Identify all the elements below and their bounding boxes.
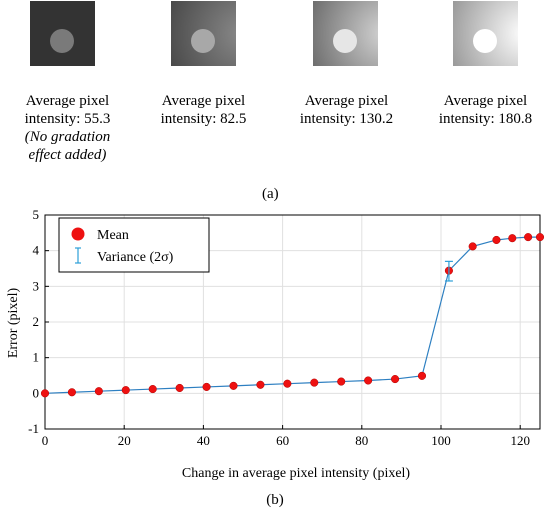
x-tick-label: 80 bbox=[355, 433, 368, 448]
mean-point bbox=[148, 385, 157, 394]
caption-1-note1: (No gradation bbox=[24, 129, 111, 145]
caption-2-line1: Average pixel bbox=[161, 93, 246, 109]
x-tick-label: 60 bbox=[276, 433, 289, 448]
mean-point bbox=[535, 233, 545, 242]
mean-point bbox=[468, 242, 477, 251]
thumbnail-circle bbox=[50, 29, 74, 53]
mean-point bbox=[67, 388, 76, 397]
y-tick-label: 2 bbox=[33, 314, 40, 329]
legend-box bbox=[58, 217, 210, 273]
caption-2-line2: intensity: 82.5 bbox=[160, 111, 247, 127]
error-bar-layer bbox=[444, 260, 453, 282]
panel-a-label: (a) bbox=[262, 186, 279, 202]
y-tick-label: -1 bbox=[28, 421, 39, 436]
mean-point bbox=[175, 383, 184, 393]
caption-2: Average pixel intensity: 82.5 bbox=[136, 92, 271, 128]
mean-point bbox=[310, 378, 319, 387]
x-axis-ticks: 0 20 40 60 80 100 120 bbox=[42, 425, 530, 448]
mean-point bbox=[121, 386, 130, 395]
caption-1-line1: Average pixel bbox=[25, 93, 110, 109]
x-tick-label: 0 bbox=[42, 433, 49, 448]
caption-4: Average pixel intensity: 180.8 bbox=[418, 92, 550, 128]
caption-1-line2: intensity: 55.3 bbox=[24, 111, 111, 127]
caption-3-line1: Average pixel bbox=[304, 93, 389, 109]
caption-4-line2: intensity: 180.8 bbox=[438, 111, 533, 127]
y-tick-label: 3 bbox=[33, 278, 40, 293]
legend-mean-marker bbox=[71, 227, 85, 241]
legend-variance-label: Variance (2σ) bbox=[97, 250, 174, 265]
caption-4-line1: Average pixel bbox=[443, 93, 528, 109]
series-layer bbox=[40, 233, 545, 398]
mean-point bbox=[40, 389, 50, 398]
caption-3: Average pixel intensity: 130.2 bbox=[279, 92, 414, 128]
x-tick-label: 120 bbox=[510, 433, 530, 448]
mean-point bbox=[492, 235, 501, 245]
legend-mean-label: Mean bbox=[97, 228, 129, 243]
thumbnail-1 bbox=[30, 1, 95, 66]
thumbnail-circle bbox=[333, 29, 357, 53]
mean-point bbox=[283, 379, 292, 388]
mean-point bbox=[364, 376, 373, 385]
mean-point bbox=[417, 371, 427, 380]
mean-point bbox=[391, 375, 400, 384]
caption-3-line2: intensity: 130.2 bbox=[299, 111, 394, 127]
x-tick-label: 100 bbox=[431, 433, 451, 448]
mean-point bbox=[337, 377, 346, 386]
y-tick-label: 4 bbox=[33, 243, 40, 258]
caption-1-note2: effect added) bbox=[28, 147, 107, 163]
y-tick-label: 5 bbox=[33, 207, 40, 222]
thumbnail-3 bbox=[313, 1, 378, 66]
y-axis-ticks: -1 0 1 2 3 4 5 bbox=[28, 207, 49, 436]
caption-1: Average pixel intensity: 55.3 (No gradat… bbox=[0, 92, 135, 164]
y-axis-label: Error (pixel) bbox=[6, 287, 21, 358]
x-axis-label: Change in average pixel intensity (pixel… bbox=[182, 466, 411, 481]
thumbnail-2 bbox=[171, 1, 236, 66]
mean-point bbox=[94, 387, 103, 396]
mean-point bbox=[256, 380, 265, 389]
thumbnail-circle bbox=[191, 29, 215, 53]
mean-point bbox=[524, 233, 533, 242]
panel-b-label: (b) bbox=[266, 492, 284, 508]
mean-point bbox=[202, 382, 211, 391]
thumbnail-4 bbox=[453, 1, 518, 66]
x-tick-label: 40 bbox=[197, 433, 210, 448]
thumbnail-circle bbox=[473, 29, 497, 53]
legend: Mean Variance (2σ) bbox=[58, 217, 210, 273]
mean-point bbox=[229, 381, 238, 390]
y-tick-label: 1 bbox=[33, 350, 40, 365]
mean-point bbox=[508, 234, 517, 243]
y-tick-label: 0 bbox=[33, 385, 40, 400]
x-tick-label: 20 bbox=[118, 433, 131, 448]
